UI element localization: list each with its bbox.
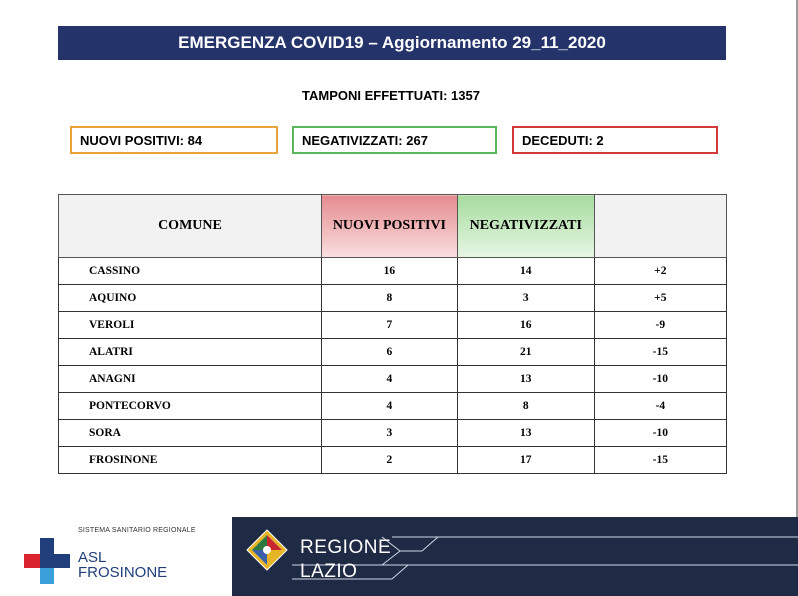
cell-comune: CASSINO [58, 257, 322, 285]
asl-cross-icon [24, 538, 70, 584]
asl-sistema-label: SISTEMA SANITARIO REGIONALE [78, 527, 196, 534]
header-negativizzati: NEGATIVIZZATI [456, 194, 595, 258]
cell-nuovi: 4 [321, 365, 458, 393]
cell-nuovi: 8 [321, 284, 458, 312]
asl-frosinone-label: FROSINONE [78, 564, 168, 581]
cell-diff: -15 [594, 338, 728, 366]
negativizzati-label: NEGATIVIZZATI: 267 [302, 132, 428, 148]
table-row: PONTECORVO 4 8 -4 [58, 392, 728, 420]
table-row: CASSINO 16 14 +2 [58, 257, 728, 285]
negativizzati-box: NEGATIVIZZATI: 267 [292, 126, 497, 154]
page-title-banner: EMERGENZA COVID19 – Aggiornamento 29_11_… [58, 26, 726, 60]
table-row: ANAGNI 4 13 -10 [58, 365, 728, 393]
cell-comune: VEROLI [58, 311, 322, 339]
lazio-label: LAZIO [300, 561, 358, 582]
cell-diff: -9 [594, 311, 728, 339]
regione-lazio-emblem-icon [246, 529, 288, 571]
cell-nuovi: 2 [321, 446, 458, 474]
header-differenza [593, 194, 728, 258]
asl-label: ASL [78, 549, 107, 566]
header-nuovi-positivi: NUOVI POSITIVI [320, 194, 458, 258]
table-row: VEROLI 7 16 -9 [58, 311, 728, 339]
cell-negativizzati: 3 [457, 284, 595, 312]
deceduti-label: DECEDUTI: 2 [522, 132, 604, 148]
cell-diff: +2 [594, 257, 728, 285]
page-edge [796, 0, 798, 596]
cell-negativizzati: 8 [457, 392, 595, 420]
cell-diff: -4 [594, 392, 728, 420]
cell-nuovi: 7 [321, 311, 458, 339]
table-header-row: COMUNE NUOVI POSITIVI NEGATIVIZZATI [58, 194, 728, 258]
deceduti-box: DECEDUTI: 2 [512, 126, 718, 154]
cell-comune: FROSINONE [58, 446, 322, 474]
table-row: FROSINONE 2 17 -15 [58, 446, 728, 474]
cell-comune: ANAGNI [58, 365, 322, 393]
cell-diff: -10 [594, 419, 728, 447]
cell-nuovi: 3 [321, 419, 458, 447]
cell-negativizzati: 14 [457, 257, 595, 285]
cell-negativizzati: 13 [457, 419, 595, 447]
cell-diff: -15 [594, 446, 728, 474]
asl-frosinone-logo: SISTEMA SANITARIO REGIONALE ASL FROSINON… [24, 524, 224, 584]
cell-negativizzati: 13 [457, 365, 595, 393]
cell-negativizzati: 16 [457, 311, 595, 339]
table-row: ALATRI 6 21 -15 [58, 338, 728, 366]
nuovi-positivi-label: NUOVI POSITIVI: 84 [80, 132, 203, 148]
page-title: EMERGENZA COVID19 – Aggiornamento 29_11_… [178, 33, 606, 52]
table-row: SORA 3 13 -10 [58, 419, 728, 447]
cell-nuovi: 16 [321, 257, 458, 285]
cell-comune: SORA [58, 419, 322, 447]
cell-comune: AQUINO [58, 284, 322, 312]
comuni-table: COMUNE NUOVI POSITIVI NEGATIVIZZATI CASS… [58, 194, 728, 474]
nuovi-positivi-box: NUOVI POSITIVI: 84 [70, 126, 278, 154]
cell-nuovi: 4 [321, 392, 458, 420]
regione-lazio-banner: REGIONE LAZIO [232, 517, 798, 596]
cell-negativizzati: 17 [457, 446, 595, 474]
cell-negativizzati: 21 [457, 338, 595, 366]
header-comune: COMUNE [58, 194, 322, 258]
cell-comune: ALATRI [58, 338, 322, 366]
table-row: AQUINO 8 3 +5 [58, 284, 728, 312]
decorative-lines [292, 536, 798, 580]
cell-nuovi: 6 [321, 338, 458, 366]
cell-comune: PONTECORVO [58, 392, 322, 420]
tamponi-total: TAMPONI EFFETTUATI: 1357 [302, 88, 480, 103]
cell-diff: +5 [594, 284, 728, 312]
regione-label: REGIONE [300, 537, 392, 558]
cell-diff: -10 [594, 365, 728, 393]
